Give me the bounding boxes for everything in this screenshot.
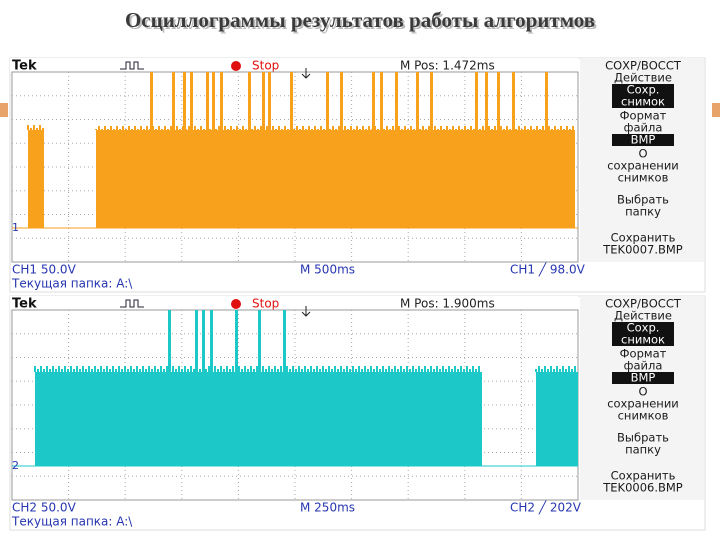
trigger-arrow — [301, 68, 311, 79]
waveform-spike — [195, 310, 198, 372]
waveform-spike — [340, 72, 343, 130]
menu-highlight — [612, 134, 674, 146]
waveform-spike — [475, 72, 478, 130]
stop-dot — [231, 61, 241, 71]
menu-item: снимков — [618, 171, 669, 185]
menu-item: BMP — [631, 371, 656, 385]
menu-highlight — [612, 84, 674, 108]
waveform-spike — [235, 310, 238, 372]
waveform-spike — [258, 310, 261, 372]
waveform-spike — [326, 72, 329, 130]
menu-item: файла — [624, 121, 663, 135]
waveform-spike — [497, 72, 500, 130]
channel-scale: CH2 50.0V — [12, 501, 77, 515]
waveform-spike — [512, 72, 515, 130]
timebase: M 250ms — [300, 501, 355, 515]
menu-item: Выбрать — [617, 431, 669, 445]
scope-header-bg — [10, 296, 578, 310]
menu-item: Сохранить — [611, 469, 676, 483]
waveform-spike — [183, 72, 186, 130]
timebase: M 500ms — [300, 263, 355, 277]
waveform-spike — [395, 72, 398, 130]
menu-item: Сохр. — [627, 83, 660, 97]
waveform-spike — [206, 72, 209, 130]
waveform-band — [96, 130, 575, 228]
trigger-icon — [120, 299, 144, 308]
brand: Tek — [12, 59, 37, 74]
waveform-spike — [430, 72, 433, 130]
waveform-spike — [168, 310, 171, 372]
waveform-band — [536, 372, 578, 466]
menu-item: TEK0007.BMP — [602, 243, 683, 257]
waveform-spike — [210, 310, 213, 372]
waveform-spike — [545, 72, 548, 130]
channel-marker: 1 — [12, 221, 19, 234]
trigger-level: CH2 ╱ 202V — [510, 500, 582, 515]
menu-item: сохранении — [607, 159, 679, 173]
slide-title: Осциллограммы результатов работы алгорит… — [125, 8, 595, 32]
trigger-icon — [120, 61, 144, 70]
menu-item: О — [638, 385, 647, 399]
waveform-spike — [150, 72, 153, 130]
waveform-band — [35, 372, 482, 466]
menu-item: папку — [625, 443, 661, 457]
menu-item: Действие — [614, 309, 672, 323]
menu-item: Выбрать — [617, 193, 669, 207]
waveform-spike — [283, 310, 286, 372]
waveform-spike — [212, 72, 215, 130]
menu-item: Сохранить — [611, 231, 676, 245]
state: Stop — [252, 297, 279, 311]
menu-item: папку — [625, 205, 661, 219]
menu-item: СОХР/ВОССТ — [605, 59, 682, 73]
waveform-spike — [220, 72, 223, 130]
title-shadow: Осциллограммы результатов работы алгорит… — [127, 10, 597, 34]
channel-marker: 2 — [12, 459, 19, 472]
current-folder: Текущая папка: A:\ — [11, 277, 133, 291]
waveform-spike — [172, 72, 175, 130]
waveform-spike — [248, 72, 251, 130]
waveform-spike — [485, 72, 488, 130]
menu-highlight — [612, 322, 674, 346]
menu-item: Формат — [620, 347, 667, 361]
menu-item: Формат — [620, 109, 667, 123]
menu-item: Сохр. — [627, 321, 660, 335]
waveform-spike — [380, 72, 383, 130]
trigger-arrow — [301, 306, 311, 317]
waveform-spike — [190, 72, 193, 130]
scope-header-bg — [10, 58, 578, 72]
menu-item: снимок — [621, 333, 665, 347]
waveform-spike — [268, 72, 271, 130]
menu-item: BMP — [631, 133, 656, 147]
channel-scale: CH1 50.0V — [12, 263, 77, 277]
waveform-spike — [290, 72, 293, 130]
state: Stop — [252, 59, 279, 73]
trigger-level: CH1 ╱ 98.0V — [510, 262, 586, 277]
position: M Pos: 1.900ms — [400, 297, 495, 311]
menu-item: файла — [624, 359, 663, 373]
menu-item: снимок — [621, 95, 665, 109]
menu-item: снимков — [618, 409, 669, 423]
decor — [0, 103, 8, 117]
stop-dot — [231, 299, 241, 309]
menu-item: TEK0006.BMP — [602, 481, 683, 495]
menu-item: О — [638, 147, 647, 161]
menu-highlight — [612, 372, 674, 384]
waveform-spike — [262, 72, 265, 130]
menu-item: Действие — [614, 71, 672, 85]
waveform-band — [28, 130, 44, 228]
waveform-spike — [372, 72, 375, 130]
brand: Tek — [12, 297, 37, 312]
waveform-spike — [416, 72, 419, 130]
position: M Pos: 1.472ms — [400, 59, 495, 73]
menu-item: СОХР/ВОССТ — [605, 297, 682, 311]
menu-item: сохранении — [607, 397, 679, 411]
waveform-spike — [202, 310, 205, 372]
current-folder: Текущая папка: A:\ — [11, 515, 133, 529]
decor — [712, 103, 720, 117]
